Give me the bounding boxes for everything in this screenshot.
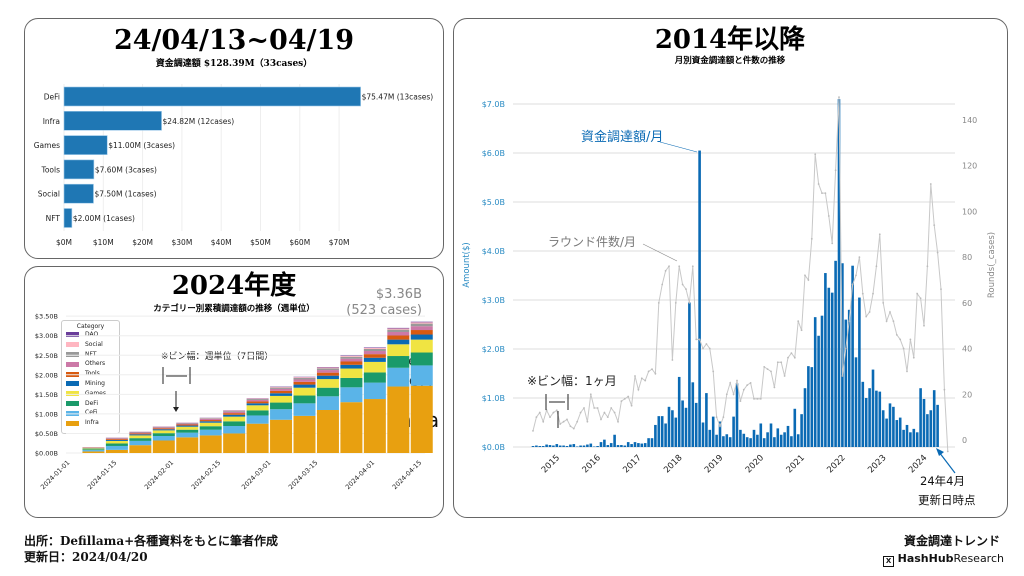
ytd-title: 2024年度 <box>171 271 297 301</box>
legend-label: Tools <box>85 370 100 378</box>
legend-label: NFT <box>85 350 97 358</box>
legend-swatch <box>66 381 79 387</box>
ytd-total-cases: (523 cases) <box>346 303 422 318</box>
legend-item-dao: DAO <box>62 330 119 340</box>
legend-label: Others <box>85 360 106 368</box>
legend-swatch <box>66 420 79 426</box>
history-subtitle: 月別資金調達額と件数の推移 <box>674 56 786 66</box>
brand-name: HashHub <box>897 552 954 565</box>
legend-label: Social <box>85 340 103 348</box>
legend-item-games: Games <box>62 389 119 399</box>
history-title: 2014年以降 <box>654 25 806 55</box>
brand-suffix: Research <box>953 552 1004 565</box>
legend-label: Games <box>85 389 106 397</box>
legend-label: Infra <box>85 419 99 427</box>
legend-swatch <box>66 342 79 348</box>
legend-item-infra: Infra <box>62 418 119 428</box>
legend-label: Mining <box>85 379 105 387</box>
legend-swatch <box>66 351 79 357</box>
history-bin-note: ※ビン幅：1ヶ月 <box>527 374 617 388</box>
legend-item-social: Social <box>62 340 119 350</box>
legend-swatch <box>66 332 79 338</box>
legend-swatch <box>66 361 79 367</box>
legend-item-others: Others <box>62 359 119 369</box>
legend-items: DAO Social NFT Others Tools Mining Games DeFi Ce… <box>62 330 119 428</box>
legend-item-defi: DeFi <box>62 399 119 409</box>
weekly-subtitle: 資金調達額 $128.39M（33cases） <box>155 59 313 69</box>
amount-series-label: 資金調達額/月 <box>581 130 664 145</box>
ytd-subtitle: カテゴリー別累積調達額の推移（週単位） <box>153 304 315 314</box>
legend-item-nft: NFT <box>62 350 119 360</box>
label-infra: Infra <box>393 408 440 432</box>
hashhub-logo: X HashHubResearch <box>883 552 1004 567</box>
history-panel <box>453 18 1008 518</box>
legend-item-mining: Mining <box>62 379 119 389</box>
legend-label: CeFi <box>85 409 98 417</box>
footer-series-name: 資金調達トレンド <box>903 534 1000 548</box>
hashhub-logo-icon: X <box>883 556 895 567</box>
legend-item-tools: Tools <box>62 369 119 379</box>
legend-label: DAO <box>85 331 99 338</box>
category-legend: Category DAO Social NFT Others Tools Mining Ga… <box>61 320 120 434</box>
legend-swatch <box>66 410 79 416</box>
legend-swatch <box>66 391 79 397</box>
legend-swatch <box>66 371 79 377</box>
label-defi: DeFi <box>399 354 425 368</box>
update-note-1: 24年4月 <box>920 474 965 488</box>
legend-label: DeFi <box>85 399 98 407</box>
legend-title: Category <box>76 323 105 330</box>
update-note-2: 更新日時点 <box>918 493 976 507</box>
label-cefi: CeFi <box>397 371 433 391</box>
legend-swatch <box>66 400 79 406</box>
footer-updated: 更新日：2024/04/20 <box>24 550 148 564</box>
legend-item-cefi: CeFi <box>62 408 119 418</box>
footer-source: 出所：Defillama+各種資料をもとに筆者作成 <box>24 534 278 548</box>
rounds-series-label: ラウンド件数/月 <box>548 235 637 249</box>
weekly-title: 24/04/13~04/19 <box>113 25 355 56</box>
ytd-bin-note: ※ビン幅：週単位（7日間） <box>161 352 274 362</box>
ytd-total-amount: $3.36B <box>375 287 422 302</box>
